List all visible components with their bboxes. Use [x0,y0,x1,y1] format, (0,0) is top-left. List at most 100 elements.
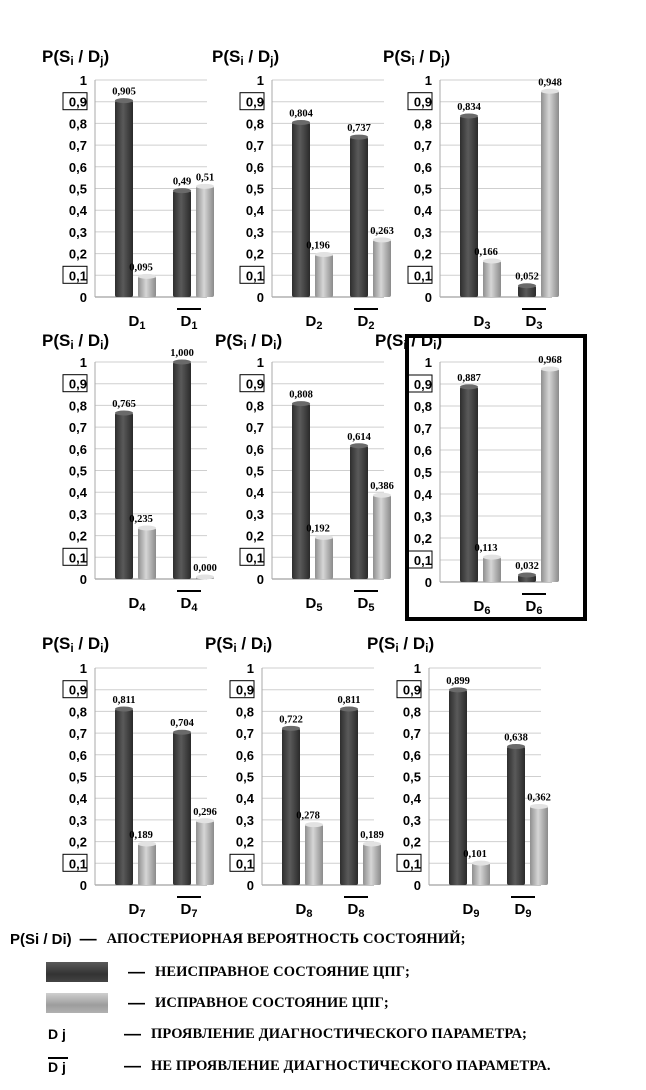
y-tick-label: 0,5 [246,182,264,197]
y-tick-label: 0,4 [69,203,88,218]
bar-serviceable [138,528,156,579]
y-tick-label: 0,1 [69,856,87,871]
category-label-d: D5 [306,595,323,614]
bar-serviceable [315,254,333,297]
bar-faulty [115,100,133,298]
y-tick-label: 0,9 [246,95,264,110]
category-label-d: D4 [129,595,147,614]
tick-box [239,547,265,566]
data-label: 0,095 [129,262,153,273]
y-tick-label: 1 [80,661,87,676]
bar-cap [138,841,156,847]
legend-row-serviceable: — ИСПРАВНОЕ СОСТОЯНИЕ ЦПГ; [46,993,389,1013]
bar-serviceable [196,820,214,885]
y-tick-label: 0,1 [403,856,421,871]
bar-cap [541,366,559,372]
bar-serviceable [472,863,490,885]
y-tick-label: 0,6 [69,748,87,763]
y-tick-label: 0 [257,572,264,587]
bar-chart-2: P(Si / Dj) 0 0,1 0,2 0,3 0,4 0,5 0,6 0,7 0,8 0,9 1 0… [212,47,394,332]
data-label: 0,614 [347,432,371,443]
data-label: 0,51 [196,172,214,183]
y-tick-label: 0,6 [69,160,87,175]
y-tick-label: 0,3 [414,509,432,524]
data-label: 1,000 [170,348,194,359]
bar-faulty [282,728,300,885]
y-tick-label: 0,2 [69,529,87,544]
y-axis-title: P(Si / Di) [215,331,282,352]
bar-cap [196,183,214,189]
bar-cap [173,188,191,194]
bar-serviceable [483,260,501,297]
y-tick-label: 0,9 [246,377,264,392]
y-tick-label: 1 [425,355,432,370]
y-tick-label: 0,1 [69,268,87,283]
bar-chart-4: P(Si / Di) 0 0,1 0,2 0,3 0,4 0,5 0,6 0,7 0,8 0,9 1 0… [42,331,217,614]
y-tick-label: 0,4 [403,791,422,806]
bar-cap [282,725,300,731]
bar-cap [292,401,310,407]
legend-symbol-dj: D j [48,1026,66,1042]
y-tick-label: 0,8 [69,398,87,413]
data-label: 0,101 [463,849,487,860]
data-label: 0,811 [337,695,360,706]
y-tick-label: 1 [80,73,87,88]
y-tick-label: 0 [80,290,87,305]
bar-cap [373,237,391,243]
bar-chart-8: P(Si / Di) 0 0,1 0,2 0,3 0,4 0,5 0,6 0,7 0,8 0,9 1 0… [205,634,384,920]
y-tick-label: 0,9 [69,683,87,698]
tick-box [229,680,255,699]
y-tick-label: 0,9 [236,683,254,698]
data-label: 0,189 [360,830,384,841]
category-label-d: D1 [129,313,146,332]
data-label: 0,638 [504,733,528,744]
bar-faulty [173,732,191,885]
y-tick-label: 1 [80,355,87,370]
y-tick-label: 0,3 [69,225,87,240]
y-tick-label: 0,6 [414,443,432,458]
bar-chart-3: P(Si / Dj) 0 0,1 0,2 0,3 0,4 0,5 0,6 0,7 0,8 0,9 1 0… [383,47,562,332]
y-tick-label: 0,8 [246,116,264,131]
y-axis-title: P(Si / Di) [367,634,434,655]
legend-text-serviceable: ИСПРАВНОЕ СОСТОЯНИЕ ЦПГ; [155,994,389,1011]
tick-box [407,92,433,111]
bar-cap [173,359,191,365]
y-tick-label: 0,6 [414,160,432,175]
bar-cap [196,818,214,824]
bar-faulty [449,689,467,885]
legend-row-faulty: — НЕИСПРАВНОЕ СОСТОЯНИЕ ЦПГ; [46,962,410,982]
bar-serviceable [530,806,548,885]
bar-cap [340,706,358,712]
y-tick-label: 0,7 [403,726,421,741]
bar-cap [350,134,368,140]
tick-box [239,374,265,393]
y-tick-label: 1 [425,73,432,88]
y-tick-label: 0,1 [246,268,264,283]
bar-serviceable [305,824,323,885]
y-tick-label: 0,5 [69,770,87,785]
y-axis-title: P(Si / Dj) [212,47,279,68]
bar-cap [518,283,536,289]
y-tick-label: 0 [80,878,87,893]
y-tick-label: 0,7 [69,138,87,153]
bar-cap [483,258,501,264]
y-tick-label: 0,7 [69,420,87,435]
category-label-d-bar: D2 [358,313,375,332]
y-tick-label: 0,4 [246,203,265,218]
y-tick-label: 0,8 [414,116,432,131]
y-tick-label: 1 [257,73,264,88]
tick-box [229,853,255,872]
y-tick-label: 0,2 [246,247,264,262]
legend-text-manifestation: ПРОЯВЛЕНИЕ ДИАГНОСТИЧЕСКОГО ПАРАМЕТРА; [151,1025,527,1042]
tick-box [62,680,88,699]
data-label: 0,737 [347,123,371,134]
data-label: 0,235 [129,514,153,525]
category-label-d-bar: D8 [348,901,365,920]
y-tick-label: 0,5 [414,465,432,480]
bar-faulty [507,746,525,885]
bar-serviceable [138,843,156,885]
y-tick-label: 0,1 [236,856,254,871]
y-tick-label: 0 [414,878,421,893]
legend-row-non-manifestation: D j — НЕ ПРОЯВЛЕНИЕ ДИАГНОСТИЧЕСКОГО ПАР… [48,1056,551,1076]
bar-faulty [460,116,478,297]
